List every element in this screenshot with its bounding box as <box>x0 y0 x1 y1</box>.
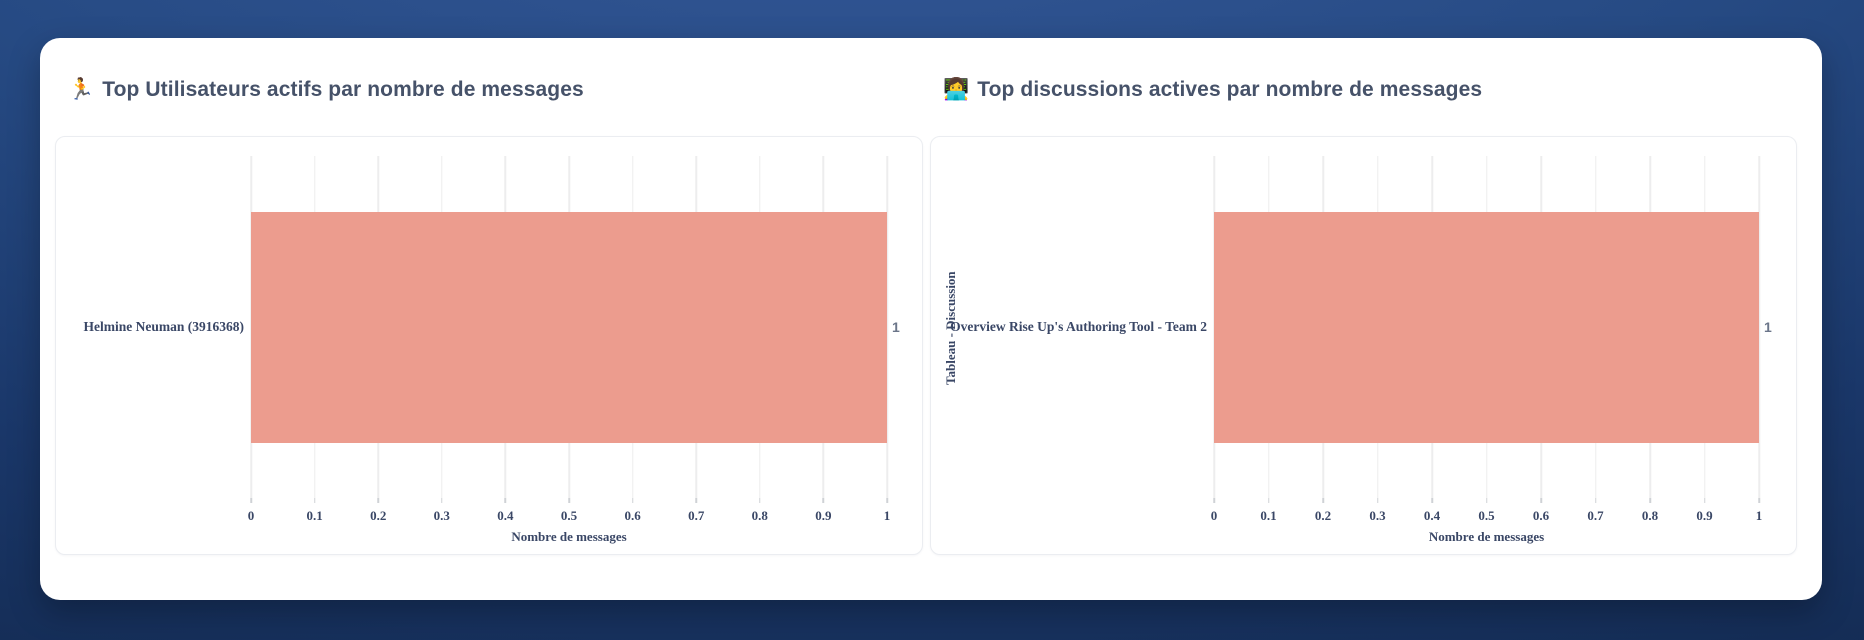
x-tick-mark <box>1540 498 1542 503</box>
x-tick-label: 0.5 <box>560 508 578 523</box>
x-tick-label: 0.4 <box>497 508 514 523</box>
x-tick-label: 0.3 <box>1369 508 1386 523</box>
x-tick-label: 0.6 <box>624 508 641 523</box>
chart-section-users: 🏃 Top Utilisateurs actifs par nombre de m… <box>55 75 923 555</box>
x-tick-label: 0.7 <box>1587 508 1604 523</box>
x-tick-mark <box>1703 498 1706 503</box>
x-tick-mark <box>1594 498 1597 503</box>
x-tick-mark <box>1376 498 1379 503</box>
chart-title-discussions-text: Top discussions actives par nombre de me… <box>977 78 1483 101</box>
x-tick-mark <box>1485 498 1488 503</box>
x-tick-label: 0.9 <box>1696 508 1713 523</box>
x-tick-mark <box>313 498 316 503</box>
y-tick-label: Overview Rise Up's Authoring Tool - Team… <box>950 319 1207 334</box>
x-tick-label: 0.8 <box>1641 508 1659 523</box>
chart-panel-discussions: 0 0.1 0.2 0.3 0.4 0.5 0.6 0.7 0.8 0.9 1 1 Overview R… <box>930 136 1797 555</box>
x-tick-label: 0.6 <box>1532 508 1550 523</box>
bar <box>1214 212 1759 444</box>
x-tick-label: 0 <box>247 508 255 523</box>
chart-title-discussions: 👩‍💻 Top discussions actives par nombre de… <box>943 75 1797 105</box>
x-tick-mark <box>822 498 825 503</box>
gridline <box>1758 156 1760 498</box>
chart-title-users: 🏃 Top Utilisateurs actifs par nombre de m… <box>68 75 923 105</box>
x-tick-mark <box>250 498 252 503</box>
x-tick-label: 1 <box>1755 508 1763 523</box>
x-tick-mark <box>631 498 634 503</box>
plot-area: 0 0.1 0.2 0.3 0.4 0.5 0.6 0.7 0.8 0.9 1 1 Overview R… <box>950 156 1772 544</box>
x-tick-label: 0.7 <box>688 508 705 523</box>
x-tick-mark <box>1431 498 1433 503</box>
chart-panel-users: 0 0.1 0.2 0.3 0.4 0.5 0.6 0.7 0.8 0.9 1 1 Helmine Ne… <box>55 136 923 555</box>
technologist-emoji-icon: 👩‍💻 <box>943 78 970 101</box>
x-tick-label: 0.9 <box>815 508 832 523</box>
bar-value-label: 1 <box>892 319 900 335</box>
x-tick-label: 1 <box>883 508 891 523</box>
plot-area: 0 0.1 0.2 0.3 0.4 0.5 0.6 0.7 0.8 0.9 1 1 Helmine Ne… <box>84 156 900 544</box>
x-tick-mark <box>1322 498 1324 503</box>
x-tick-mark <box>568 498 570 503</box>
x-tick-label: 0.1 <box>306 508 323 523</box>
runner-emoji-icon: 🏃 <box>68 78 95 101</box>
x-tick-mark <box>1649 498 1651 503</box>
y-axis-label: Tableau - Discussion <box>943 271 958 385</box>
x-tick-label: 0.5 <box>1478 508 1495 523</box>
x-tick-mark <box>377 498 379 503</box>
x-tick-mark <box>1213 498 1215 503</box>
x-tick-label: 0.1 <box>1260 508 1277 523</box>
chart-title-users-text: Top Utilisateurs actifs par nombre de me… <box>102 78 584 101</box>
x-tick-mark <box>504 498 507 503</box>
x-tick-label: 0.2 <box>370 508 387 523</box>
x-axis-label: Nombre de messages <box>1428 529 1545 544</box>
x-tick-mark <box>441 498 443 503</box>
x-tick-label: 0 <box>1210 508 1218 523</box>
x-tick-label: 0.4 <box>1423 508 1441 523</box>
x-tick-label: 0.2 <box>1314 508 1332 523</box>
x-tick-mark <box>886 498 888 503</box>
charts-row: 🏃 Top Utilisateurs actifs par nombre de m… <box>40 38 1822 555</box>
chart-section-discussions: 👩‍💻 Top discussions actives par nombre de… <box>930 75 1797 555</box>
x-tick-label: 0.8 <box>751 508 768 523</box>
x-tick-label: 0.3 <box>433 508 450 523</box>
y-tick-label: Helmine Neuman (3916368) <box>83 319 244 334</box>
x-tick-mark <box>759 498 761 503</box>
x-axis-label: Nombre de messages <box>511 529 627 544</box>
x-tick-mark <box>1758 498 1760 503</box>
gridline <box>886 156 888 498</box>
bar-value-label: 1 <box>1764 319 1772 335</box>
x-tick-mark <box>1267 498 1270 503</box>
dashboard-card: 🏃 Top Utilisateurs actifs par nombre de m… <box>40 38 1822 600</box>
x-tick-mark <box>695 498 697 503</box>
bar <box>251 212 887 444</box>
